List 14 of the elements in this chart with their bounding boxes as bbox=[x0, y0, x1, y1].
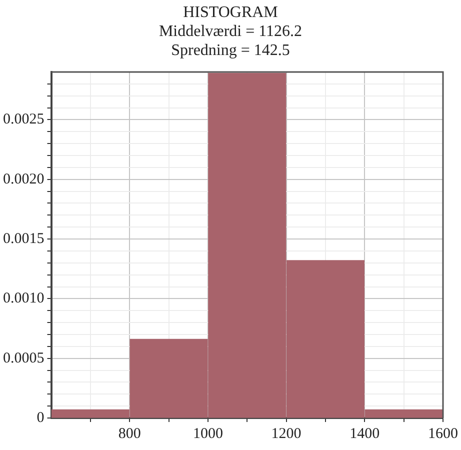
text: Spredning = 142.5 bbox=[170, 41, 291, 60]
y-tick-label: 0 bbox=[36, 410, 44, 426]
x-tick-label: 1600 bbox=[428, 426, 458, 442]
chart-title: HISTOGRAM bbox=[182, 3, 279, 22]
y-tick-label: 0.0015 bbox=[3, 230, 44, 247]
y-tick-label: 0.0010 bbox=[3, 290, 44, 307]
y-tick-label: 0.0005 bbox=[3, 350, 44, 366]
x-tick-label: 1000 bbox=[192, 426, 223, 442]
y-tick-label: 0.0025 bbox=[3, 112, 44, 128]
chart-subtitle: Middelværdi = 1126.2 bbox=[158, 22, 304, 41]
x-tick-label: 800 bbox=[118, 426, 141, 442]
x-tick-label: 1400 bbox=[350, 426, 380, 442]
y-tick-label: 0.0020 bbox=[3, 171, 44, 188]
x-tick-label: 1200 bbox=[271, 426, 302, 442]
